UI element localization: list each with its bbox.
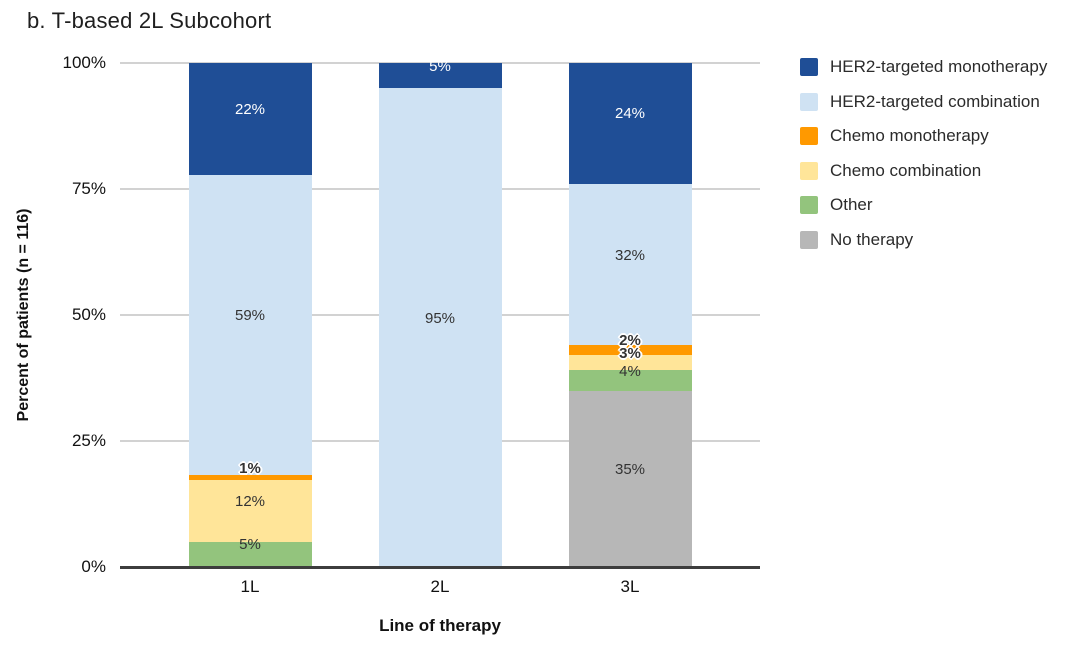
bar-label-3l-her2-targeted-monotherapy: 24% xyxy=(614,105,646,123)
legend-swatch-no-therapy xyxy=(800,230,818,249)
y-tick-label-75: 75% xyxy=(71,179,106,198)
bar-segment-3l-her2-targeted-combination xyxy=(568,183,692,346)
legend-label-her2-targeted-monotherapy: HER2-targeted monotherapy xyxy=(830,57,1048,76)
figure-title: b. T-based 2L Subcohort xyxy=(27,8,272,33)
bar-2l: 95% 5% xyxy=(378,58,502,567)
bar-label-3l-chemo-combination: 3% xyxy=(619,344,641,362)
legend-item-no-therapy: No therapy xyxy=(800,230,913,250)
bar-label-1l-her2-targeted-monotherapy: 22% xyxy=(234,101,266,118)
bar-label-1l-chemo-combination: 12% xyxy=(234,493,266,510)
bar-label-3l-other: 4% xyxy=(619,362,641,380)
bar-label-3l-her2-targeted-combination: 32% xyxy=(614,246,646,264)
bar-label-3l-no-therapy: 35% xyxy=(614,460,646,478)
y-tick-label-100: 100% xyxy=(62,53,106,72)
bar-label-1l-her2-targeted-combination: 59% xyxy=(234,307,266,325)
bar-segment-2l-her2-targeted-monotherapy xyxy=(378,63,502,89)
legend-item-chemo-combination: Chemo combination xyxy=(800,161,981,181)
legend-swatch-her2-targeted-combination xyxy=(800,92,818,111)
legend-label-chemo-combination: Chemo combination xyxy=(830,160,982,180)
bar-segment-3l-her2-targeted-monotherapy xyxy=(568,63,692,184)
bar-label-3l-chemo-monotherapy: 2% xyxy=(619,332,641,350)
legend-label-her2-targeted-combination: HER2-targeted combination xyxy=(830,91,1040,111)
x-axis-title: Line of therapy xyxy=(379,616,501,635)
bar-label-1l-other: 5% xyxy=(239,536,261,554)
legend-swatch-chemo-combination xyxy=(800,161,818,180)
bar-segment-3l-chemo-monotherapy xyxy=(568,345,692,356)
legend-label-chemo-monotherapy: Chemo monotherapy xyxy=(830,126,989,145)
legend-item-her2-targeted-monotherapy: HER2-targeted monotherapy xyxy=(800,57,1047,77)
legend-item-her2-targeted-combination: HER2-targeted combination xyxy=(800,92,1040,112)
bar-label-2l-her2-targeted-monotherapy: 5% xyxy=(429,57,451,75)
y-tick-label-0: 0% xyxy=(81,557,106,576)
legend-item-other: Other xyxy=(800,195,873,215)
bar-segment-3l-no-therapy xyxy=(568,390,692,567)
x-tick-label-2l: 2L xyxy=(430,577,450,596)
bar-segment-1l-her2-targeted-combination xyxy=(188,175,312,476)
bar-label-1l-chemo-monotherapy: 1% xyxy=(239,459,261,477)
legend-swatch-other xyxy=(800,196,818,214)
bar-1l: 5% 12% 1% 59% 22% xyxy=(188,63,312,567)
bar-segment-3l-other xyxy=(568,370,692,391)
bar-3l: 35% 4% 3% 2% 32% 24% xyxy=(568,63,692,567)
bar-label-2l-her2-targeted-combination: 95% xyxy=(424,309,456,327)
x-tick-label-1l: 1L xyxy=(240,577,260,596)
bar-segment-3l-chemo-combination xyxy=(568,355,692,371)
y-tick-label-50: 50% xyxy=(71,305,106,324)
y-tick-label-25: 25% xyxy=(71,431,106,450)
legend-label-no-therapy: No therapy xyxy=(830,229,914,249)
x-axis-baseline xyxy=(120,565,760,569)
bar-segment-2l-her2-targeted-combination xyxy=(378,88,502,567)
bar-segment-1l-other xyxy=(188,541,312,567)
x-tick-label-3l: 3L xyxy=(620,577,640,596)
legend-item-chemo-monotherapy: Chemo monotherapy xyxy=(800,126,989,146)
legend-swatch-her2-targeted-monotherapy xyxy=(800,58,818,76)
bar-segment-1l-her2-targeted-monotherapy xyxy=(188,63,312,175)
legend-label-other: Other xyxy=(830,195,873,214)
legend-swatch-chemo-monotherapy xyxy=(800,127,818,145)
bar-segment-1l-chemo-monotherapy xyxy=(188,475,312,481)
plot-area: 5% 12% 1% 59% 22% 95% 5% 35% 4% 3% 2% 32% 24% xyxy=(120,58,760,569)
gridline-100 xyxy=(120,62,760,64)
bar-segment-1l-chemo-combination xyxy=(188,480,312,542)
